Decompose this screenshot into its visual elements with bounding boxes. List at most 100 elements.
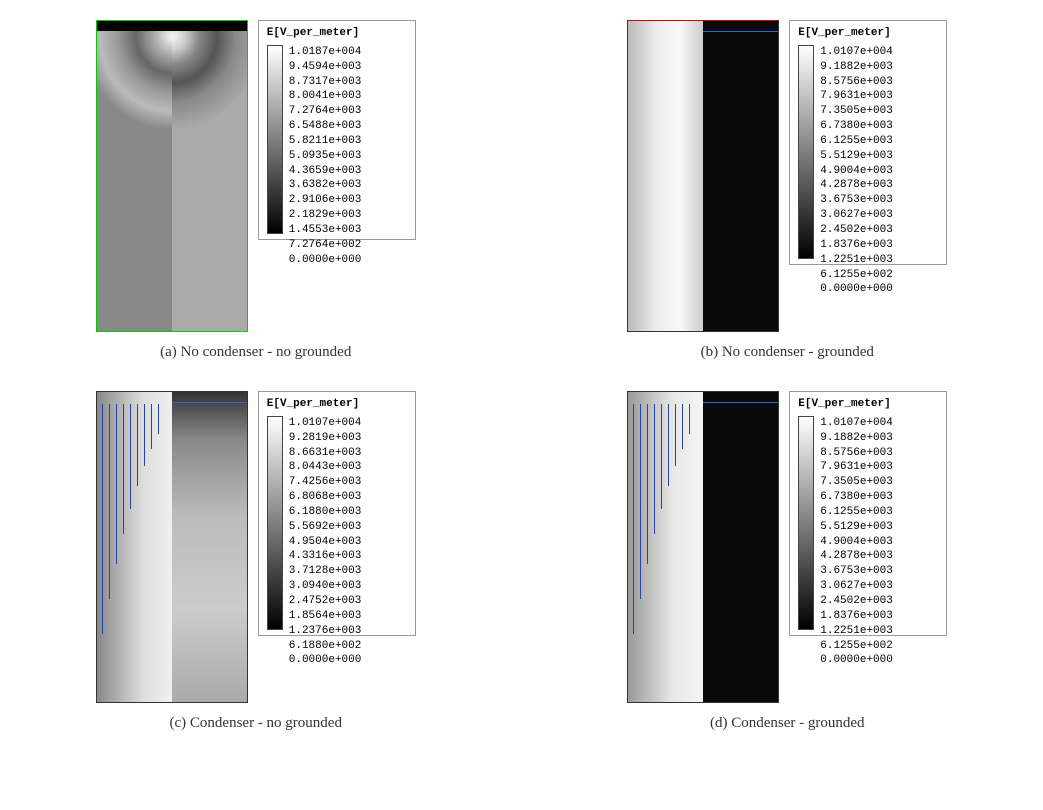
condenser-lines-d <box>628 404 703 703</box>
condenser-line <box>116 404 117 564</box>
legend-value: 2.4502e+003 <box>820 594 893 609</box>
legend-value: 6.1255e+003 <box>820 134 893 149</box>
field-right <box>703 21 778 331</box>
legend-value: 4.2878e+003 <box>820 178 893 193</box>
top-line <box>172 402 247 403</box>
legend-value: 3.6382e+003 <box>289 178 362 193</box>
legend-value: 7.3505e+003 <box>820 104 893 119</box>
legend-value: 6.1255e+002 <box>820 639 893 654</box>
legend-value: 6.8068e+003 <box>289 490 362 505</box>
condenser-lines-c <box>97 404 172 703</box>
simulation-viz-a <box>96 20 248 332</box>
condenser-line <box>137 404 138 486</box>
legend-value: 6.1255e+002 <box>820 268 893 283</box>
legend-c: E[V_per_meter] 1.0107e+0049.2819e+0038.6… <box>258 391 416 636</box>
legend-value: 1.2251e+003 <box>820 253 893 268</box>
legend-value: 1.8564e+003 <box>289 609 362 624</box>
legend-value: 4.9004e+003 <box>820 164 893 179</box>
legend-value: 3.6753e+003 <box>820 564 893 579</box>
legend-d: E[V_per_meter] 1.0107e+0049.1882e+0038.5… <box>789 391 947 636</box>
condenser-line <box>647 404 648 564</box>
field-left <box>628 21 703 331</box>
legend-values-d: 1.0107e+0049.1882e+0038.5756e+0037.9631e… <box>820 416 893 629</box>
legend-value: 1.0107e+004 <box>289 416 362 431</box>
legend-value: 4.3659e+003 <box>289 164 362 179</box>
figure-grid: E[V_per_meter] 1.0187e+0049.4594e+0038.7… <box>20 20 1023 732</box>
panel-a-content: E[V_per_meter] 1.0187e+0049.4594e+0038.7… <box>96 20 416 332</box>
legend-value: 5.5692e+003 <box>289 520 362 535</box>
legend-value: 3.0627e+003 <box>820 208 893 223</box>
panel-c: E[V_per_meter] 1.0107e+0049.2819e+0038.6… <box>20 391 492 732</box>
simulation-viz-b <box>627 20 779 332</box>
panel-c-content: E[V_per_meter] 1.0107e+0049.2819e+0038.6… <box>96 391 416 703</box>
legend-value: 4.2878e+003 <box>820 549 893 564</box>
legend-value: 0.0000e+000 <box>289 653 362 668</box>
legend-value: 7.2764e+003 <box>289 104 362 119</box>
panel-b: E[V_per_meter] 1.0107e+0049.1882e+0038.5… <box>552 20 1024 361</box>
condenser-line <box>654 404 655 534</box>
legend-value: 9.4594e+003 <box>289 60 362 75</box>
legend-colorbar <box>798 45 814 260</box>
legend-value: 2.9106e+003 <box>289 193 362 208</box>
legend-body: 1.0107e+0049.1882e+0038.5756e+0037.9631e… <box>798 45 938 260</box>
legend-value: 5.0935e+003 <box>289 149 362 164</box>
legend-colorbar <box>267 45 283 235</box>
legend-value: 8.6631e+003 <box>289 446 362 461</box>
panel-a: E[V_per_meter] 1.0187e+0049.4594e+0038.7… <box>20 20 492 361</box>
legend-value: 3.7128e+003 <box>289 564 362 579</box>
field-right <box>703 392 778 702</box>
condenser-line <box>675 404 676 466</box>
legend-value: 6.5488e+003 <box>289 119 362 134</box>
legend-value: 8.5756e+003 <box>820 446 893 461</box>
legend-value: 7.3505e+003 <box>820 475 893 490</box>
legend-value: 3.0940e+003 <box>289 579 362 594</box>
legend-title: E[V_per_meter] <box>267 397 407 412</box>
legend-value: 0.0000e+000 <box>820 653 893 668</box>
legend-value: 9.1882e+003 <box>820 431 893 446</box>
legend-value: 6.1880e+002 <box>289 639 362 654</box>
legend-value: 8.0443e+003 <box>289 460 362 475</box>
simulation-viz-c <box>96 391 248 703</box>
legend-value: 2.1829e+003 <box>289 208 362 223</box>
legend-value: 8.7317e+003 <box>289 75 362 90</box>
legend-value: 1.8376e+003 <box>820 238 893 253</box>
top-bar <box>97 21 247 31</box>
legend-value: 2.4752e+003 <box>289 594 362 609</box>
legend-value: 2.4502e+003 <box>820 223 893 238</box>
legend-value: 6.7380e+003 <box>820 119 893 134</box>
condenser-line <box>682 404 683 449</box>
legend-value: 1.0107e+004 <box>820 416 893 431</box>
condenser-line <box>123 404 124 534</box>
panel-d-content: E[V_per_meter] 1.0107e+0049.1882e+0038.5… <box>627 391 947 703</box>
legend-value: 4.9004e+003 <box>820 535 893 550</box>
legend-title: E[V_per_meter] <box>798 397 938 412</box>
legend-body: 1.0107e+0049.2819e+0038.6631e+0038.0443e… <box>267 416 407 631</box>
legend-body: 1.0187e+0049.4594e+0038.7317e+0038.0041e… <box>267 45 407 235</box>
legend-value: 1.2251e+003 <box>820 624 893 639</box>
field-left <box>97 21 172 331</box>
legend-b: E[V_per_meter] 1.0107e+0049.1882e+0038.5… <box>789 20 947 265</box>
condenser-line <box>633 404 634 634</box>
condenser-line <box>640 404 641 599</box>
legend-value: 1.8376e+003 <box>820 609 893 624</box>
condenser-line <box>130 404 131 509</box>
legend-value: 5.5129e+003 <box>820 149 893 164</box>
legend-a: E[V_per_meter] 1.0187e+0049.4594e+0038.7… <box>258 20 416 240</box>
legend-value: 7.2764e+002 <box>289 238 362 253</box>
legend-value: 1.4553e+003 <box>289 223 362 238</box>
legend-values-a: 1.0187e+0049.4594e+0038.7317e+0038.0041e… <box>289 45 362 233</box>
legend-values-c: 1.0107e+0049.2819e+0038.6631e+0038.0443e… <box>289 416 362 629</box>
condenser-line <box>661 404 662 509</box>
legend-value: 7.9631e+003 <box>820 89 893 104</box>
legend-value: 5.5129e+003 <box>820 520 893 535</box>
legend-value: 4.9504e+003 <box>289 535 362 550</box>
caption-a: (a) No condenser - no grounded <box>160 344 351 361</box>
field-right <box>172 21 247 331</box>
top-line <box>703 31 778 32</box>
legend-value: 7.9631e+003 <box>820 460 893 475</box>
top-line <box>703 402 778 403</box>
condenser-line <box>668 404 669 486</box>
field-right <box>172 392 247 702</box>
legend-value: 9.1882e+003 <box>820 60 893 75</box>
legend-colorbar <box>798 416 814 631</box>
